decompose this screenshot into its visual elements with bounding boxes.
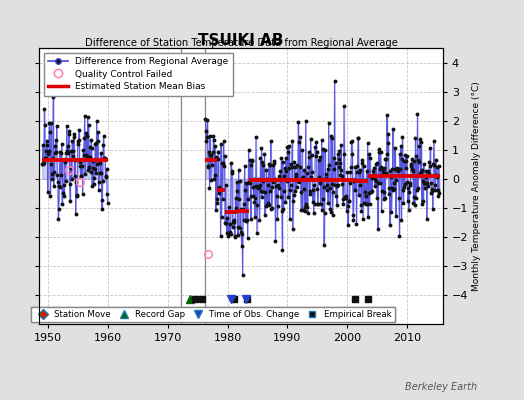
Text: Difference of Station Temperature Data from Regional Average: Difference of Station Temperature Data f… xyxy=(84,38,398,48)
Title: TSUIKI AB: TSUIKI AB xyxy=(198,33,284,48)
Text: Berkeley Earth: Berkeley Earth xyxy=(405,382,477,392)
Legend: Station Move, Record Gap, Time of Obs. Change, Empirical Break: Station Move, Record Gap, Time of Obs. C… xyxy=(31,306,395,322)
Y-axis label: Monthly Temperature Anomaly Difference (°C): Monthly Temperature Anomaly Difference (… xyxy=(473,81,482,291)
